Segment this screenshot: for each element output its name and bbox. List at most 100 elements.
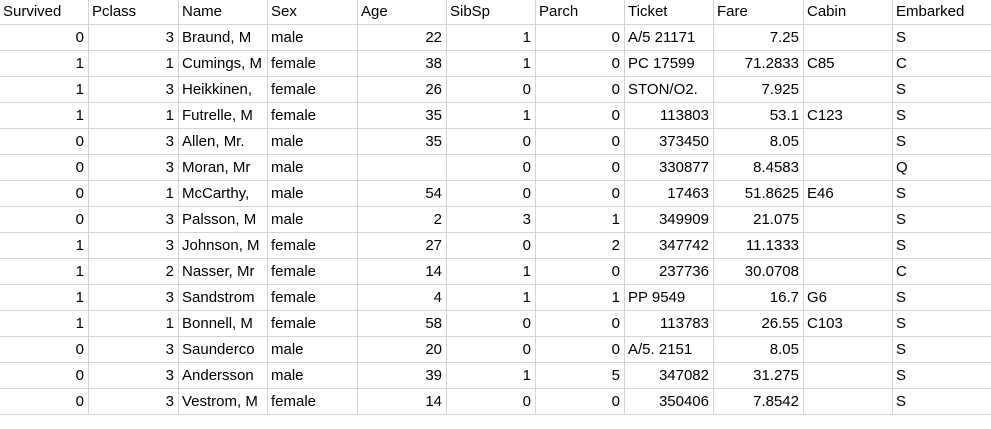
row-cabin-cell[interactable] [804,337,893,363]
row-name-cell[interactable]: Braund, M [179,25,268,51]
row-sex-cell[interactable]: male [268,337,358,363]
row-name-cell[interactable]: Sandstrom [179,285,268,311]
row-embarked-cell[interactable]: S [893,25,991,51]
row-pclass-cell[interactable]: 3 [89,285,179,311]
row-pclass-cell[interactable]: 1 [89,103,179,129]
row-embarked-cell[interactable]: S [893,389,991,415]
row-survived-cell[interactable]: 1 [0,77,89,103]
row-fare-cell[interactable]: 71.2833 [714,51,804,77]
row-age-cell[interactable]: 26 [358,77,447,103]
row-fare-cell[interactable]: 8.05 [714,129,804,155]
row-parch-cell[interactable]: 0 [536,259,625,285]
row-survived-cell[interactable]: 0 [0,129,89,155]
row-ticket-cell[interactable]: PC 17599 [625,51,714,77]
row-survived-cell[interactable]: 0 [0,155,89,181]
row-sibsp-cell[interactable]: 0 [447,181,536,207]
row-parch-cell[interactable]: 0 [536,389,625,415]
row-name-cell[interactable]: Nasser, Mr [179,259,268,285]
row-ticket-cell[interactable]: 330877 [625,155,714,181]
row-age-cell[interactable]: 20 [358,337,447,363]
row-fare-cell[interactable]: 7.925 [714,77,804,103]
row-embarked-cell[interactable]: C [893,259,991,285]
row-age-cell[interactable]: 39 [358,363,447,389]
row-name-cell[interactable]: Bonnell, M [179,311,268,337]
row-fare-cell[interactable]: 21.075 [714,207,804,233]
row-pclass-cell[interactable]: 1 [89,311,179,337]
row-embarked-cell[interactable]: S [893,337,991,363]
row-pclass-cell[interactable]: 2 [89,259,179,285]
header-name-cell[interactable]: Name [179,0,268,25]
row-sibsp-cell[interactable]: 0 [447,77,536,103]
row-sex-cell[interactable]: female [268,51,358,77]
row-cabin-cell[interactable] [804,155,893,181]
header-age-cell[interactable]: Age [358,0,447,25]
row-cabin-cell[interactable]: C103 [804,311,893,337]
row-sibsp-cell[interactable]: 0 [447,129,536,155]
row-fare-cell[interactable]: 16.7 [714,285,804,311]
row-embarked-cell[interactable]: S [893,181,991,207]
row-parch-cell[interactable]: 2 [536,233,625,259]
row-name-cell[interactable]: Futrelle, M [179,103,268,129]
row-sibsp-cell[interactable]: 3 [447,207,536,233]
row-ticket-cell[interactable]: 373450 [625,129,714,155]
row-sex-cell[interactable]: male [268,363,358,389]
row-age-cell[interactable]: 58 [358,311,447,337]
row-age-cell[interactable]: 14 [358,389,447,415]
row-survived-cell[interactable]: 0 [0,389,89,415]
row-parch-cell[interactable]: 5 [536,363,625,389]
row-fare-cell[interactable]: 8.4583 [714,155,804,181]
row-fare-cell[interactable]: 7.25 [714,25,804,51]
row-ticket-cell[interactable]: PP 9549 [625,285,714,311]
row-ticket-cell[interactable]: 349909 [625,207,714,233]
row-sex-cell[interactable]: female [268,259,358,285]
header-cabin-cell[interactable]: Cabin [804,0,893,25]
row-embarked-cell[interactable]: S [893,233,991,259]
row-embarked-cell[interactable]: S [893,285,991,311]
row-name-cell[interactable]: Cumings, M [179,51,268,77]
row-embarked-cell[interactable]: C [893,51,991,77]
header-sex-cell[interactable]: Sex [268,0,358,25]
header-parch-cell[interactable]: Parch [536,0,625,25]
row-age-cell[interactable]: 35 [358,103,447,129]
row-embarked-cell[interactable]: S [893,311,991,337]
row-fare-cell[interactable]: 30.0708 [714,259,804,285]
row-survived-cell[interactable]: 0 [0,207,89,233]
row-sex-cell[interactable]: male [268,207,358,233]
row-sex-cell[interactable]: male [268,25,358,51]
row-name-cell[interactable]: Vestrom, M [179,389,268,415]
row-sibsp-cell[interactable]: 0 [447,155,536,181]
row-cabin-cell[interactable] [804,233,893,259]
row-sibsp-cell[interactable]: 1 [447,363,536,389]
row-sex-cell[interactable]: female [268,389,358,415]
row-sex-cell[interactable]: male [268,155,358,181]
row-survived-cell[interactable]: 1 [0,259,89,285]
row-parch-cell[interactable]: 1 [536,207,625,233]
row-parch-cell[interactable]: 0 [536,155,625,181]
header-ticket-cell[interactable]: Ticket [625,0,714,25]
row-ticket-cell[interactable]: 347742 [625,233,714,259]
row-sibsp-cell[interactable]: 1 [447,103,536,129]
row-cabin-cell[interactable]: C85 [804,51,893,77]
row-survived-cell[interactable]: 0 [0,337,89,363]
row-name-cell[interactable]: Andersson [179,363,268,389]
header-fare-cell[interactable]: Fare [714,0,804,25]
header-sibsp-cell[interactable]: SibSp [447,0,536,25]
row-survived-cell[interactable]: 0 [0,25,89,51]
row-embarked-cell[interactable]: S [893,363,991,389]
row-parch-cell[interactable]: 0 [536,77,625,103]
row-age-cell[interactable]: 35 [358,129,447,155]
row-embarked-cell[interactable]: S [893,207,991,233]
row-ticket-cell[interactable]: A/5 21171 [625,25,714,51]
row-survived-cell[interactable]: 1 [0,233,89,259]
row-cabin-cell[interactable] [804,259,893,285]
row-pclass-cell[interactable]: 3 [89,363,179,389]
row-fare-cell[interactable]: 26.55 [714,311,804,337]
row-sex-cell[interactable]: female [268,103,358,129]
row-age-cell[interactable]: 14 [358,259,447,285]
row-embarked-cell[interactable]: S [893,129,991,155]
row-sibsp-cell[interactable]: 0 [447,311,536,337]
row-fare-cell[interactable]: 7.8542 [714,389,804,415]
header-pclass-cell[interactable]: Pclass [89,0,179,25]
row-ticket-cell[interactable]: 17463 [625,181,714,207]
